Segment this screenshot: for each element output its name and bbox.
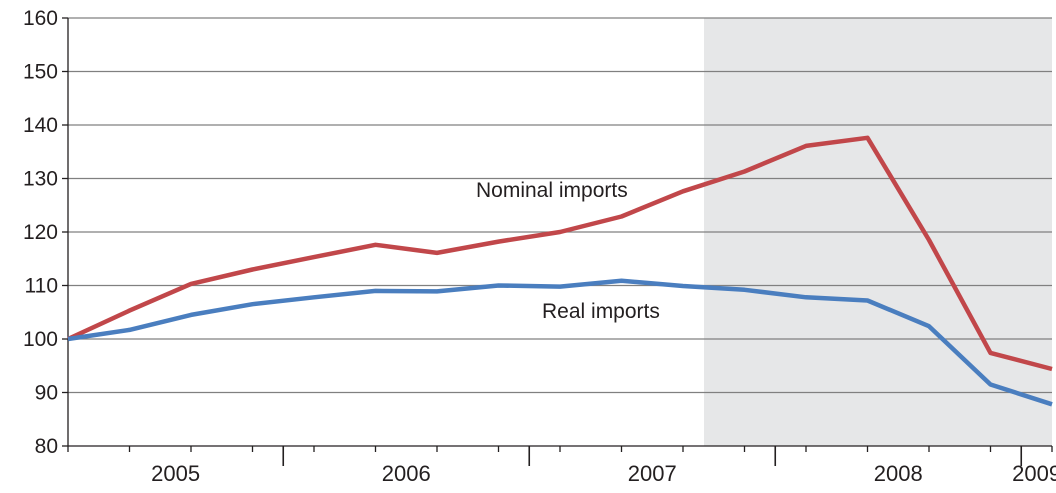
- x-year-label: 2009: [1012, 461, 1056, 486]
- x-axis: 2005 2006 2007 2008 2009: [67, 445, 1056, 486]
- real-imports-line: [67, 278, 1053, 407]
- y-tick-label: 80: [35, 435, 58, 458]
- y-tick-label: 160: [23, 7, 58, 30]
- y-tick-label: 100: [23, 328, 58, 351]
- x-year-label: 2008: [874, 461, 923, 486]
- series-label-nominal-imports: Nominal imports: [476, 179, 628, 202]
- y-tick-label: 140: [23, 114, 58, 137]
- nominal-imports-line: [67, 135, 1053, 372]
- x-year-label: 2006: [382, 461, 431, 486]
- x-year-label: 2007: [628, 461, 677, 486]
- y-tick-label: 120: [23, 221, 58, 244]
- y-tick-label: 110: [25, 275, 58, 298]
- series-lines: [67, 135, 1053, 407]
- y-axis: 80 90 100 110 120 130 140 150 160: [23, 7, 69, 458]
- series-label-real-imports: Real imports: [542, 300, 660, 323]
- y-tick-label: 150: [23, 61, 58, 84]
- y-tick-label: 130: [23, 168, 58, 191]
- x-year-label: 2005: [151, 461, 200, 486]
- y-tick-label: 90: [35, 382, 58, 405]
